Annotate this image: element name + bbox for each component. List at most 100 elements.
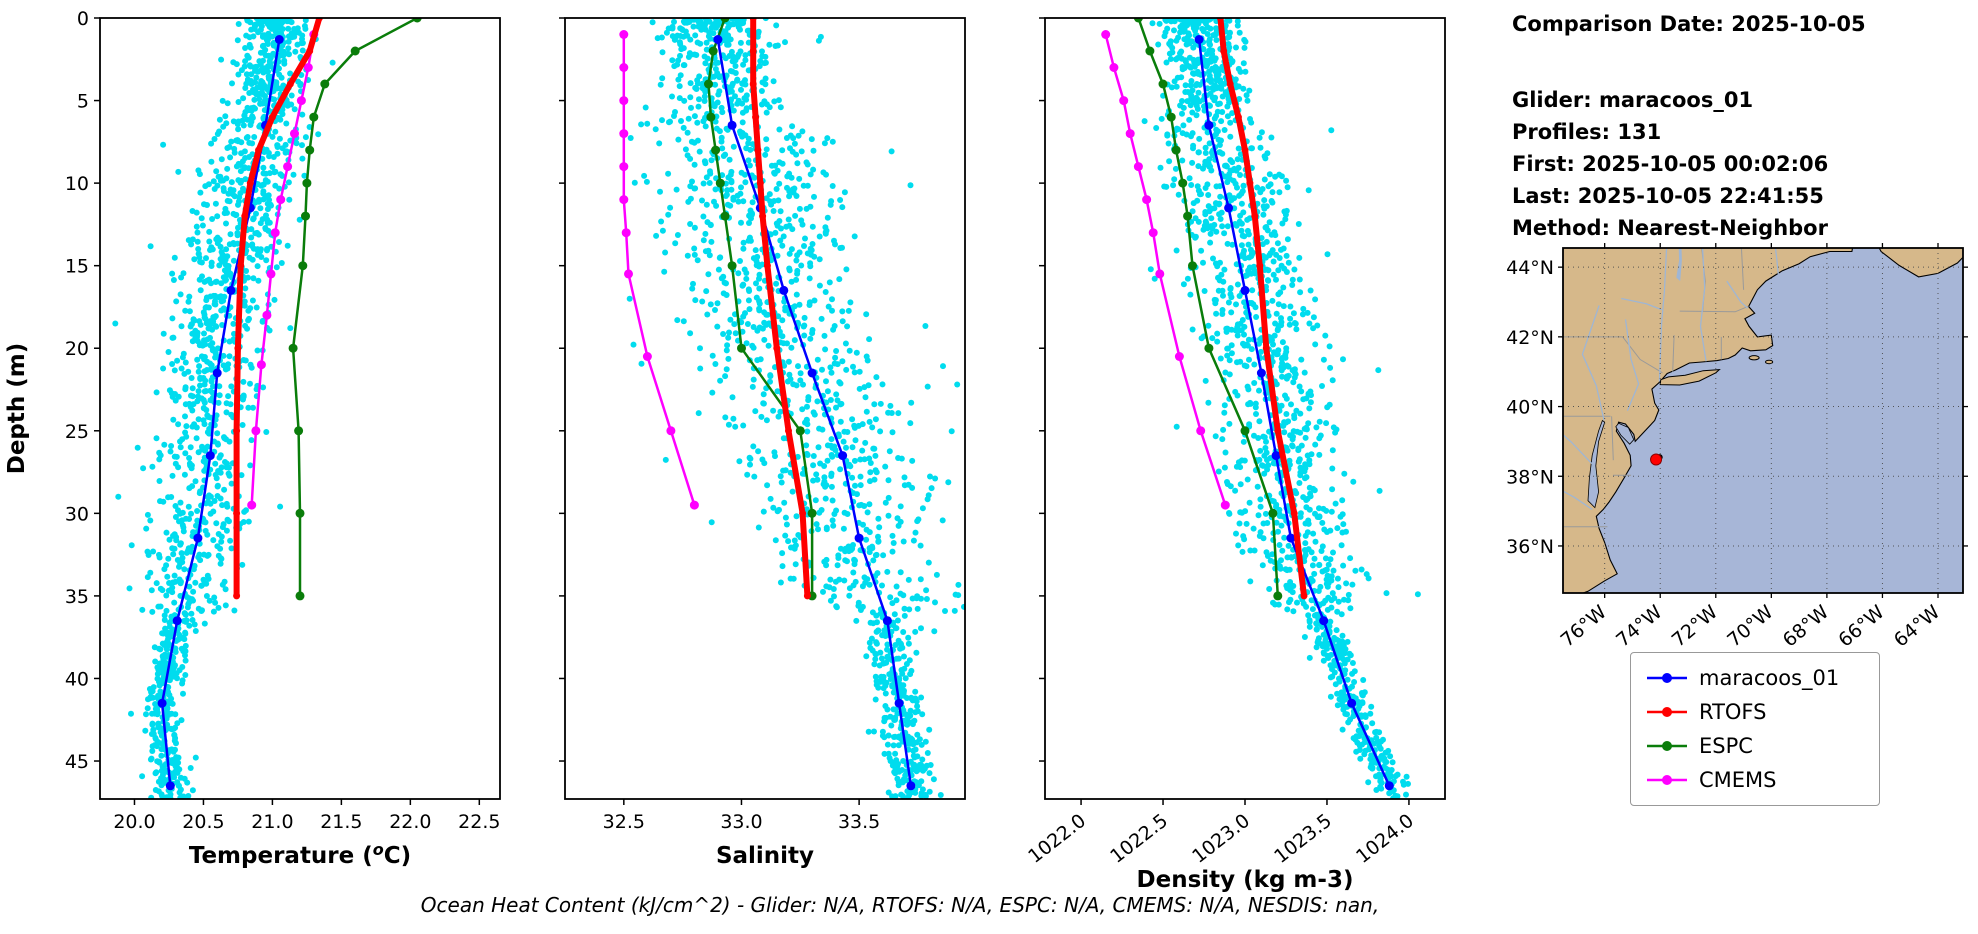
y-axis — [1039, 17, 1045, 762]
svg-text:32.5: 32.5 — [603, 811, 645, 833]
series-CMEMS — [247, 30, 319, 510]
scatter-cloud — [112, 18, 336, 799]
legend-label: ESPC — [1699, 734, 1753, 758]
legend-item-maracoos_01: maracoos_01 — [1645, 661, 1865, 695]
svg-text:40°N: 40°N — [1506, 397, 1554, 419]
series-RTOFS — [749, 18, 811, 600]
y-axis — [559, 17, 565, 762]
series-maracoos_01 — [157, 35, 284, 791]
x-axis-label: Salinity — [716, 843, 814, 869]
svg-text:64°W: 64°W — [1890, 601, 1944, 652]
legend-item-CMEMS: CMEMS — [1645, 763, 1865, 797]
legend-item-RTOFS: RTOFS — [1645, 695, 1865, 729]
state-border — [1611, 416, 1614, 461]
svg-text:38°N: 38°N — [1506, 466, 1554, 488]
svg-text:35: 35 — [65, 586, 89, 608]
plot-area — [112, 18, 422, 799]
state-border — [1672, 335, 1675, 372]
map-frame — [1562, 247, 1964, 594]
x-axis-label: Density (kg m-3) — [1137, 867, 1354, 893]
svg-text:21.5: 21.5 — [320, 811, 362, 833]
legend-marker-icon — [1647, 673, 1687, 683]
river — [1774, 248, 1779, 275]
svg-text:15: 15 — [65, 256, 89, 278]
map-legend: maracoos_01 RTOFS ESPC CMEMS — [1630, 652, 1880, 806]
svg-text:21.0: 21.0 — [251, 811, 293, 833]
y-axis: 0 5 10 15 20 25 30 35 40 45 — [65, 8, 100, 773]
river — [1624, 319, 1640, 411]
delaware-bay — [1615, 422, 1635, 445]
svg-text:45: 45 — [65, 751, 89, 773]
svg-text:74°W: 74°W — [1612, 601, 1666, 652]
legend-label: CMEMS — [1699, 768, 1777, 792]
mainland-coast — [1563, 248, 1854, 593]
svg-text:30: 30 — [65, 503, 89, 525]
series-CMEMS — [619, 30, 699, 510]
info-panel: Comparison Date: 2025-10-05 Glider: mara… — [1512, 8, 1972, 244]
svg-text:36°N: 36°N — [1506, 536, 1554, 558]
map-features — [1563, 248, 1963, 593]
legend-marker-icon — [1647, 775, 1687, 785]
glider-location-marker — [1650, 453, 1663, 466]
state-border — [1679, 305, 1749, 313]
axes-frame — [99, 17, 501, 800]
svg-text:68°W: 68°W — [1779, 601, 1833, 652]
river — [1563, 490, 1593, 510]
svg-text:1023.0: 1023.0 — [1188, 810, 1254, 868]
legend-item-ESPC: ESPC — [1645, 729, 1865, 763]
state-border — [1740, 248, 1745, 290]
ocean-heat-content-note: Ocean Heat Content (kJ/cm^2) - Glider: N… — [420, 893, 1380, 917]
glider-name-line: Glider: maracoos_01 — [1512, 88, 1754, 112]
svg-text:33.0: 33.0 — [720, 811, 762, 833]
x-axis-label: Temperature (oC) — [189, 840, 411, 869]
river — [1699, 248, 1707, 362]
svg-text:66°W: 66°W — [1834, 601, 1888, 652]
series-ESPC — [1133, 18, 1283, 601]
lake-champlain — [1676, 248, 1682, 282]
series-RTOFS — [1216, 18, 1308, 600]
svg-text:25: 25 — [65, 421, 89, 443]
legend-label: maracoos_01 — [1699, 666, 1840, 690]
legend-marker-icon — [1647, 741, 1687, 751]
svg-text:76°W: 76°W — [1557, 601, 1611, 652]
y-axis-label: Depth (m) — [4, 343, 30, 475]
graticule — [1563, 248, 1963, 593]
svg-text:5: 5 — [77, 91, 89, 113]
svg-text:40: 40 — [65, 668, 89, 690]
scatter-cloud — [626, 18, 965, 799]
axes-frame — [564, 17, 966, 800]
x-axis: 1022.0 1022.5 1023.0 1023.5 1024.0 — [1024, 799, 1418, 868]
x-axis: 20.0 20.5 21.0 21.5 22.0 22.5 — [113, 799, 500, 833]
river — [1581, 305, 1605, 421]
svg-text:72°W: 72°W — [1668, 601, 1722, 652]
svg-text:20: 20 — [65, 338, 89, 360]
svg-text:0: 0 — [77, 8, 89, 30]
location-map: 76°W 74°W 72°W 70°W 68°W 66°W 64°W 36°N 38°N 40°N… — [1506, 243, 1968, 652]
svg-text:1022.0: 1022.0 — [1024, 810, 1090, 868]
island — [1765, 359, 1774, 365]
svg-text:42°N: 42°N — [1506, 327, 1554, 349]
series-maracoos_01 — [1194, 35, 1394, 791]
legend-label: RTOFS — [1699, 700, 1767, 724]
svg-text:1022.5: 1022.5 — [1106, 810, 1172, 868]
series-maracoos_01 — [713, 35, 916, 791]
series-CMEMS — [1101, 30, 1230, 510]
last-time-line: Last: 2025-10-05 22:41:55 — [1512, 184, 1824, 208]
profiles-line: Profiles: 131 — [1512, 120, 1662, 144]
scatter-cloud — [1141, 18, 1421, 799]
temperature-profile-chart: 20.0 20.5 21.0 21.5 22.0 22.5 0 5 10 15 20 25 30 35 40… — [4, 8, 501, 869]
first-time-line: First: 2025-10-05 00:02:06 — [1512, 152, 1829, 176]
legend-marker-icon — [1647, 707, 1687, 717]
river — [1563, 433, 1597, 479]
svg-text:70°W: 70°W — [1723, 601, 1777, 652]
svg-text:1023.5: 1023.5 — [1270, 810, 1336, 868]
series-ESPC — [288, 18, 422, 601]
long-island-coast — [1659, 369, 1721, 386]
svg-text:44°N: 44°N — [1506, 257, 1554, 279]
svg-text:33.5: 33.5 — [838, 811, 880, 833]
salinity-profile-chart: 32.5 33.0 33.5 Salinity — [559, 17, 966, 869]
chesapeake-bay — [1587, 419, 1606, 509]
river — [1726, 280, 1749, 309]
